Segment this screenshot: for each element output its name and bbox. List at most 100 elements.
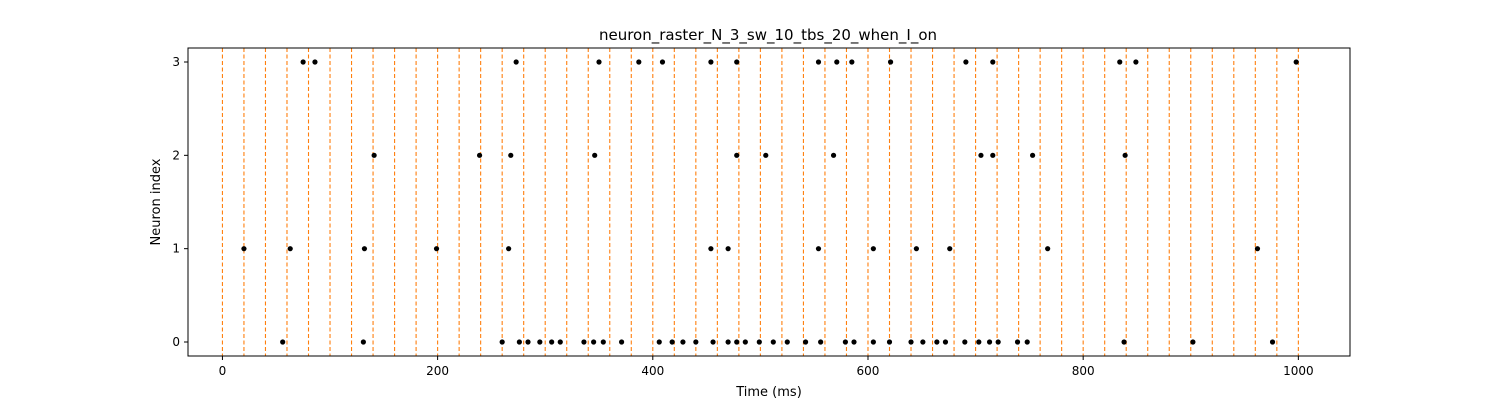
spike-point	[600, 339, 606, 345]
spike-point	[312, 59, 318, 65]
spike-point	[513, 59, 519, 65]
spike-point	[849, 59, 855, 65]
spike-point	[725, 339, 731, 345]
spike-point	[734, 339, 740, 345]
spike-point	[1122, 152, 1128, 158]
spike-point	[942, 339, 949, 345]
spike-point	[287, 246, 293, 252]
spike-point	[756, 339, 762, 345]
spike-point	[887, 59, 894, 65]
plot-area-frame	[187, 47, 1351, 357]
spike-point	[995, 339, 1001, 345]
spike-point	[549, 339, 555, 345]
spike-point	[802, 339, 809, 345]
spike-point	[433, 246, 440, 252]
spike-point	[591, 339, 597, 345]
spike-point	[986, 339, 993, 345]
vertical-marker-lines	[221, 48, 1299, 356]
axis-ticks: 0 200 400 600 800 1000 0 1 2 3	[172, 55, 1313, 378]
spike-point	[990, 152, 996, 158]
spike-point	[1121, 339, 1127, 345]
spike-point	[557, 339, 563, 345]
spike-point	[815, 246, 822, 252]
y-tick-label: 2	[172, 148, 180, 162]
spike-point	[1190, 339, 1196, 345]
spike-point	[636, 59, 642, 65]
spike-point	[913, 246, 920, 252]
spike-point	[934, 339, 940, 345]
spike-point	[978, 152, 984, 158]
spike-point	[710, 339, 716, 345]
spike-point	[908, 339, 914, 345]
x-tick-label: 1000	[1283, 364, 1314, 378]
spike-point	[241, 246, 247, 252]
x-tick-label: 800	[1072, 364, 1095, 378]
spike-point	[708, 246, 714, 252]
y-tick-label: 1	[172, 242, 180, 256]
y-tick-label: 0	[172, 335, 180, 349]
spike-point	[734, 152, 740, 158]
spike-point	[1014, 339, 1021, 345]
spike-point	[280, 339, 286, 345]
spike-point	[962, 339, 968, 345]
spike-point	[990, 59, 996, 65]
spike-point	[506, 246, 512, 252]
spike-point	[818, 339, 824, 345]
spike-point	[734, 59, 740, 65]
spike-point	[371, 152, 377, 158]
spike-point	[1269, 339, 1276, 345]
spike-point	[1254, 246, 1261, 252]
spike-point	[581, 339, 587, 345]
spike-point	[680, 339, 686, 345]
x-axis-label: Time (ms)	[735, 385, 802, 400]
spike-point	[708, 59, 714, 65]
spike-point	[1117, 59, 1123, 65]
spike-point	[920, 339, 926, 345]
spike-point	[1045, 246, 1051, 252]
spike-point	[815, 59, 822, 65]
x-tick-label: 200	[426, 364, 449, 378]
spike-point	[1293, 59, 1299, 65]
spike-point	[596, 59, 602, 65]
spike-point	[725, 246, 731, 252]
spike-point	[516, 339, 522, 345]
spike-point	[947, 246, 953, 252]
spike-point	[870, 246, 876, 252]
y-axis-label: Neuron index	[149, 158, 164, 245]
spike-point	[830, 152, 837, 158]
spike-point	[834, 59, 840, 65]
x-tick-label: 600	[857, 364, 880, 378]
spike-point	[1030, 152, 1036, 158]
spike-point	[361, 246, 368, 252]
spike-point	[669, 339, 675, 345]
spike-point	[976, 339, 982, 345]
spike-point	[618, 339, 625, 345]
spike-point	[963, 59, 969, 65]
spike-point	[656, 339, 662, 345]
spike-point	[525, 339, 531, 345]
spike-point	[742, 339, 748, 345]
spike-point	[1133, 59, 1139, 65]
x-tick-label: 0	[219, 364, 227, 378]
spike-point	[886, 339, 893, 345]
spike-point	[508, 152, 514, 158]
spike-point	[499, 339, 505, 345]
spike-point	[870, 339, 876, 345]
chart-title: neuron_raster_N_3_sw_10_tbs_20_when_I_on	[599, 26, 937, 45]
spike-point	[770, 339, 776, 345]
x-tick-label: 400	[641, 364, 664, 378]
spike-point	[360, 339, 366, 345]
spike-point	[592, 152, 598, 158]
spike-point	[784, 339, 790, 345]
spike-point	[693, 339, 699, 345]
spike-point	[842, 339, 848, 345]
spike-points	[241, 59, 1299, 345]
spike-point	[1024, 339, 1030, 345]
spike-point	[851, 339, 857, 345]
spike-point	[476, 152, 483, 158]
y-tick-label: 3	[172, 55, 180, 69]
spike-point	[537, 339, 543, 345]
spike-point	[300, 59, 306, 65]
